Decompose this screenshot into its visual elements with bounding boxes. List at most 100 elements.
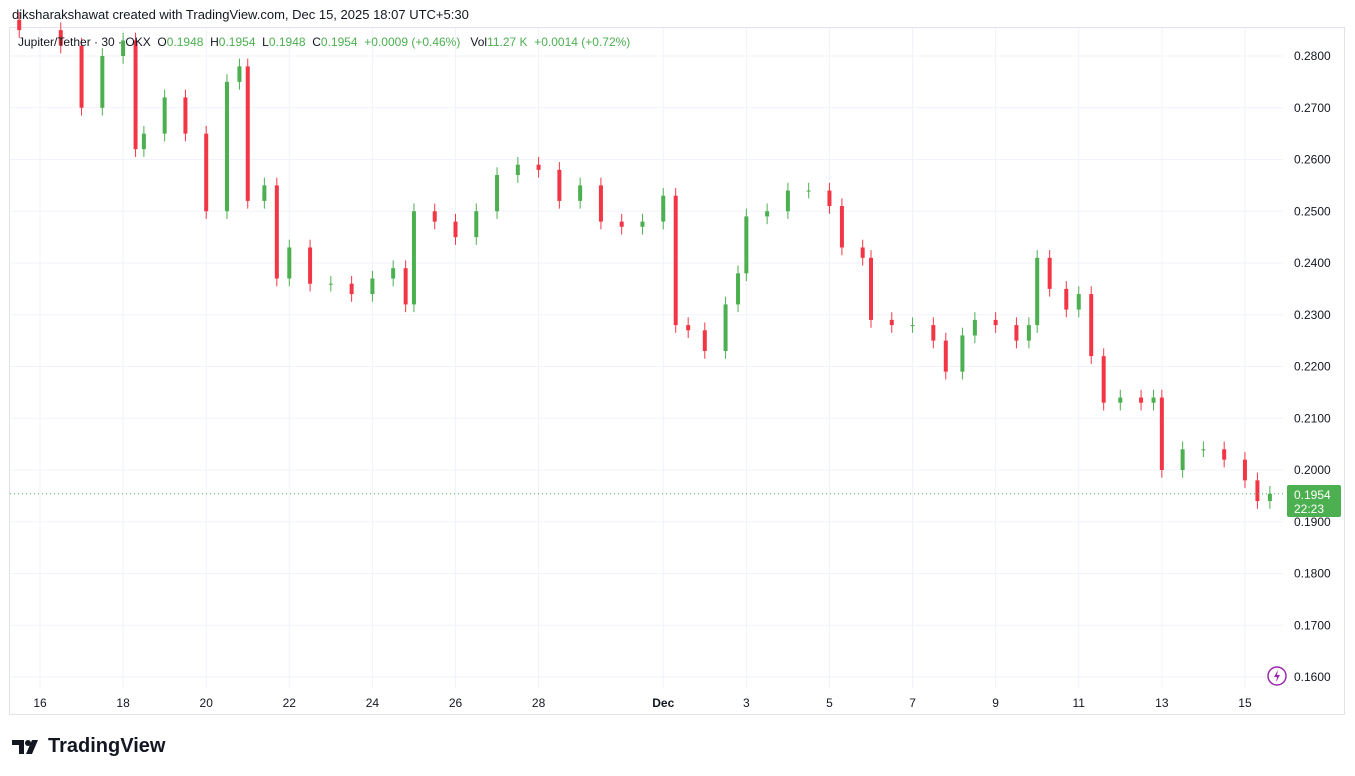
- candle: [349, 275, 354, 302]
- candle-body: [237, 66, 242, 82]
- candle-body: [79, 45, 84, 108]
- candle-body: [702, 330, 707, 351]
- low-value: 0.1948: [268, 35, 306, 49]
- candle-body: [765, 211, 770, 217]
- candle: [889, 312, 894, 333]
- candle: [1159, 389, 1164, 478]
- symbol-name[interactable]: Jupiter/Tether · 30 · OKX: [18, 35, 151, 49]
- candle-body: [287, 247, 292, 279]
- candle: [640, 213, 645, 235]
- candle: [1267, 486, 1272, 509]
- time-tick-label: 16: [33, 696, 47, 710]
- candle: [557, 162, 562, 209]
- candle-body: [308, 247, 313, 284]
- candle-body: [1118, 397, 1123, 403]
- candle-body: [860, 247, 865, 258]
- candle: [1242, 451, 1247, 489]
- candle-body: [1026, 325, 1031, 341]
- candle: [931, 317, 936, 349]
- volume-value: 11.27 K: [487, 35, 528, 49]
- price-tag-countdown: 22:23: [1294, 502, 1324, 516]
- price-tag-price: 0.1954: [1294, 488, 1331, 502]
- candle: [237, 58, 242, 90]
- candle-body: [1201, 449, 1206, 451]
- candle: [702, 322, 707, 359]
- price-tick-label: 0.1600: [1294, 670, 1331, 684]
- candle-body: [578, 185, 583, 201]
- candle: [515, 156, 520, 183]
- close-label: C: [312, 35, 321, 49]
- candle: [495, 167, 500, 220]
- candle-body: [183, 97, 188, 134]
- time-tick-label: 26: [449, 696, 463, 710]
- candle-body: [723, 304, 728, 351]
- candle: [765, 203, 770, 225]
- chart-frame: [9, 27, 1345, 715]
- candle: [1064, 281, 1069, 318]
- candle: [993, 312, 998, 333]
- candle: [1101, 348, 1106, 411]
- candle: [403, 260, 408, 313]
- candle: [1222, 441, 1227, 468]
- time-tick-label: 13: [1155, 696, 1169, 710]
- time-tick-label: 28: [532, 696, 546, 710]
- candle-body: [686, 325, 691, 331]
- grid: [10, 28, 1283, 688]
- candle: [58, 22, 63, 54]
- price-tick-label: 0.2700: [1294, 101, 1331, 115]
- open-label: O: [157, 35, 167, 49]
- candle-body: [328, 283, 333, 285]
- price-tick-label: 0.1900: [1294, 515, 1331, 529]
- candle: [391, 260, 396, 287]
- candle-body: [453, 221, 458, 238]
- time-axis: 16 18 20 22 24 26 28 Dec 3 5 7 9 11 13 15: [33, 696, 1252, 710]
- candle: [474, 203, 479, 245]
- candle-body: [619, 221, 624, 227]
- logo-text: TradingView: [48, 735, 166, 757]
- price-tick-label: 0.2400: [1294, 256, 1331, 270]
- time-tick-label: 20: [200, 696, 214, 710]
- time-tick-label: 9: [992, 696, 999, 710]
- candle-body: [1035, 257, 1040, 326]
- candle-body: [204, 133, 209, 212]
- candle: [736, 265, 741, 313]
- price-tick-label: 0.2300: [1294, 308, 1331, 322]
- candle: [287, 239, 292, 287]
- time-tick-label: 24: [366, 696, 380, 710]
- candle-body: [806, 190, 811, 192]
- candle-body: [58, 30, 63, 46]
- price-tick-label: 0.2100: [1294, 411, 1331, 425]
- candle-body: [536, 164, 541, 170]
- candle: [960, 327, 965, 380]
- candle: [785, 182, 790, 220]
- candle: [1076, 286, 1081, 318]
- open-value: 0.1948: [166, 35, 204, 49]
- candle-body: [411, 211, 416, 305]
- candle-body: [133, 40, 138, 150]
- time-tick-label: 15: [1238, 696, 1252, 710]
- time-tick-label: Dec: [652, 696, 674, 710]
- price-tick-label: 0.1700: [1294, 618, 1331, 632]
- candle-body: [1139, 397, 1144, 403]
- time-tick-label: 11: [1073, 696, 1086, 710]
- lightning-icon[interactable]: [1267, 666, 1287, 686]
- tradingview-logo-icon: [12, 739, 38, 754]
- candle-body: [889, 319, 894, 326]
- candle-body: [245, 66, 250, 201]
- price-tag: 0.1954 22:23: [1287, 485, 1341, 517]
- candle: [943, 332, 948, 380]
- candle: [1026, 317, 1031, 349]
- candle-body: [931, 325, 936, 341]
- candle: [536, 156, 541, 178]
- candle: [100, 48, 105, 116]
- tradingview-logo[interactable]: TradingView: [12, 735, 165, 758]
- low-label: L: [262, 35, 269, 49]
- candle: [1014, 317, 1019, 349]
- candle: [141, 125, 146, 157]
- candle-body: [1089, 294, 1094, 357]
- change-value: +0.0009 (+0.46%): [364, 35, 461, 49]
- candle: [204, 125, 209, 220]
- candle: [827, 182, 832, 214]
- price-tick-label: 0.2800: [1294, 49, 1331, 63]
